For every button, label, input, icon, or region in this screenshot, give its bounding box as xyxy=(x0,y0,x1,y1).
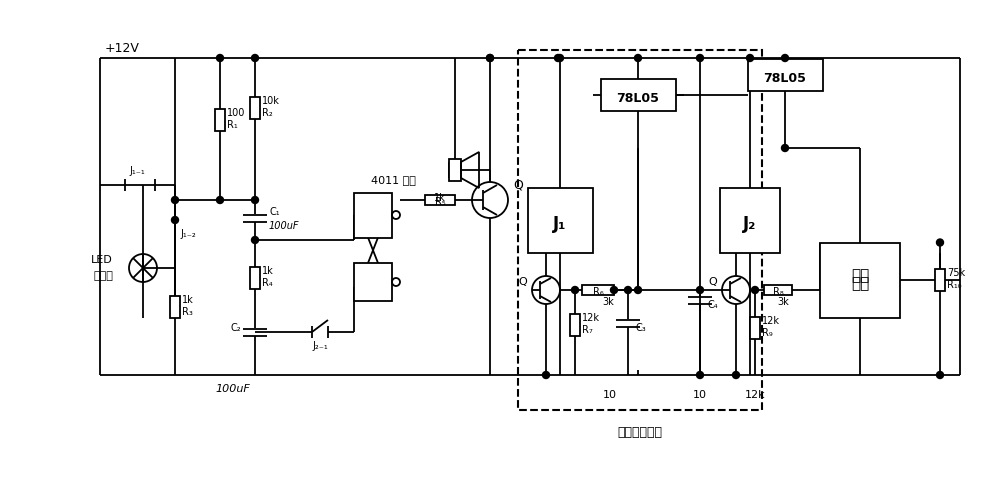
Bar xyxy=(600,79,676,111)
Text: R₁: R₁ xyxy=(227,120,238,130)
Circle shape xyxy=(216,55,224,61)
Text: Q: Q xyxy=(513,179,523,192)
Text: R₉: R₉ xyxy=(762,328,773,338)
Bar xyxy=(425,195,455,205)
Bar xyxy=(354,193,392,238)
Text: 100uF: 100uF xyxy=(215,384,250,394)
Bar xyxy=(250,267,260,289)
Bar xyxy=(748,59,822,91)
Bar xyxy=(215,109,225,131)
Text: J₁₋₂: J₁₋₂ xyxy=(180,229,196,239)
Text: 1k: 1k xyxy=(182,295,194,305)
Circle shape xyxy=(556,55,564,61)
Text: 1k: 1k xyxy=(262,266,274,276)
Circle shape xyxy=(752,287,759,293)
Text: 3k: 3k xyxy=(777,297,789,307)
Circle shape xyxy=(624,287,632,293)
Text: LED: LED xyxy=(91,255,113,265)
Text: R₂: R₂ xyxy=(262,108,273,118)
Text: R₁₀: R₁₀ xyxy=(947,280,962,290)
Text: J₂: J₂ xyxy=(743,215,757,233)
Circle shape xyxy=(216,197,224,203)
Text: R₇: R₇ xyxy=(582,325,593,335)
Text: R₅: R₅ xyxy=(435,197,445,207)
Bar xyxy=(720,187,780,253)
Text: 10: 10 xyxy=(693,390,707,400)
Circle shape xyxy=(172,216,178,224)
Text: 100uF: 100uF xyxy=(269,221,300,231)
Circle shape xyxy=(542,372,550,378)
Text: Q: Q xyxy=(708,277,717,287)
Circle shape xyxy=(936,239,944,246)
Bar xyxy=(570,314,580,336)
Circle shape xyxy=(252,55,258,61)
Text: C₁: C₁ xyxy=(269,207,280,217)
Circle shape xyxy=(572,287,578,293)
Text: C₄: C₄ xyxy=(708,300,719,310)
Circle shape xyxy=(696,55,704,61)
Text: R₆: R₆ xyxy=(593,287,603,297)
Circle shape xyxy=(732,372,740,378)
Text: 10: 10 xyxy=(603,390,617,400)
Circle shape xyxy=(486,55,494,61)
Text: J₁: J₁ xyxy=(553,215,567,233)
Circle shape xyxy=(635,55,642,61)
Bar xyxy=(528,187,592,253)
Text: 12k: 12k xyxy=(762,316,780,326)
Text: 10k: 10k xyxy=(262,96,280,106)
Text: 78L05: 78L05 xyxy=(764,73,806,86)
Bar xyxy=(750,317,760,339)
Circle shape xyxy=(610,287,618,293)
Text: 4011 芯片: 4011 芯片 xyxy=(371,176,415,185)
Text: R₃: R₃ xyxy=(182,307,193,317)
Text: 3k: 3k xyxy=(602,297,614,307)
Text: 射频检测模块: 射频检测模块 xyxy=(618,425,662,439)
Bar xyxy=(354,263,392,301)
Circle shape xyxy=(782,145,788,151)
Text: 1k: 1k xyxy=(434,193,446,203)
Bar xyxy=(582,285,614,295)
Text: +12V: +12V xyxy=(105,42,140,55)
Circle shape xyxy=(746,55,754,61)
Circle shape xyxy=(252,237,258,243)
Text: 78L05: 78L05 xyxy=(617,92,659,106)
Bar xyxy=(935,269,945,291)
Bar xyxy=(170,296,180,318)
Bar xyxy=(820,242,900,318)
Bar xyxy=(449,159,461,181)
Text: 报警灯: 报警灯 xyxy=(93,271,113,281)
Text: R₈: R₈ xyxy=(773,287,783,297)
Text: 12k: 12k xyxy=(745,390,765,400)
Circle shape xyxy=(252,197,258,203)
Bar xyxy=(250,97,260,119)
Circle shape xyxy=(635,287,642,293)
Text: 电路: 电路 xyxy=(851,269,869,284)
Circle shape xyxy=(486,55,494,61)
Circle shape xyxy=(172,197,178,203)
Text: 延时: 延时 xyxy=(851,276,869,291)
Text: C₃: C₃ xyxy=(636,323,647,333)
Circle shape xyxy=(554,55,562,61)
Circle shape xyxy=(696,287,704,293)
Text: J₁₋₁: J₁₋₁ xyxy=(130,166,145,176)
Text: J₂₋₁: J₂₋₁ xyxy=(312,341,328,351)
Circle shape xyxy=(936,372,944,378)
Text: R₄: R₄ xyxy=(262,278,273,288)
Circle shape xyxy=(696,372,704,378)
Circle shape xyxy=(782,55,788,61)
Text: C₂: C₂ xyxy=(230,323,241,333)
Text: Q: Q xyxy=(518,277,527,287)
Text: 100: 100 xyxy=(227,108,245,118)
Bar xyxy=(764,285,792,295)
Text: 75k: 75k xyxy=(947,268,965,278)
Text: 12k: 12k xyxy=(582,313,600,323)
